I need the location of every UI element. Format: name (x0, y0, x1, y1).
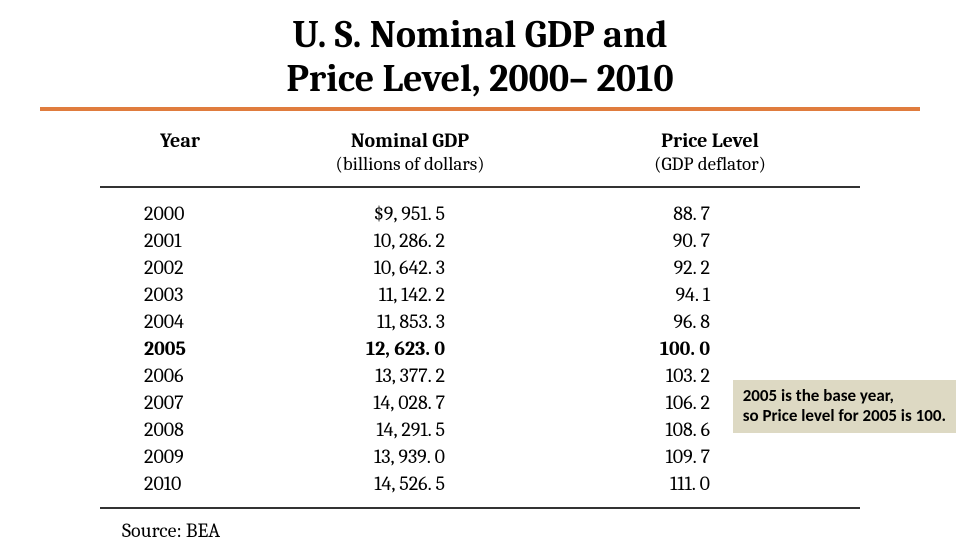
table-row: 2000$9, 951. 588. 7 (100, 200, 860, 227)
header-price: Price Level (GDP deflator) (560, 129, 860, 176)
cell-gdp: 10, 286. 2 (260, 227, 560, 254)
cell-gdp: 14, 291. 5 (260, 416, 560, 443)
cell-price: 88. 7 (560, 200, 860, 227)
table-row: 200411, 853. 396. 8 (100, 308, 860, 335)
table-row: 200913, 939. 0109. 7 (100, 443, 860, 470)
cell-price: 111. 0 (560, 470, 860, 497)
callout-line-2: so Price level for 2005 is 100. (743, 405, 946, 426)
cell-year: 2001 (100, 227, 260, 254)
header-gdp: Nominal GDP (billions of dollars) (260, 129, 560, 176)
cell-year: 2002 (100, 254, 260, 281)
cell-gdp: 12, 623. 0 (260, 335, 560, 362)
callout-line-1: 2005 is the base year, (743, 385, 894, 406)
cell-gdp: 11, 142. 2 (260, 281, 560, 308)
table-row: 200110, 286. 290. 7 (100, 227, 860, 254)
table-row: 200210, 642. 392. 2 (100, 254, 860, 281)
source-note: Source: BEA (100, 519, 860, 542)
table-row: 200311, 142. 294. 1 (100, 281, 860, 308)
cell-price: 94. 1 (560, 281, 860, 308)
table-header: Year Nominal GDP (billions of dollars) P… (100, 129, 860, 188)
cell-year: 2005 (100, 335, 260, 362)
cell-price: 92. 2 (560, 254, 860, 281)
slide-title: U. S. Nominal GDP and Price Level, 2000–… (286, 14, 673, 101)
cell-year: 2000 (100, 200, 260, 227)
cell-year: 2003 (100, 281, 260, 308)
cell-gdp: 14, 028. 7 (260, 389, 560, 416)
cell-gdp: 14, 526. 5 (260, 470, 560, 497)
cell-year: 2008 (100, 416, 260, 443)
cell-gdp: $9, 951. 5 (260, 200, 560, 227)
cell-year: 2006 (100, 362, 260, 389)
cell-year: 2007 (100, 389, 260, 416)
header-year-label: Year (160, 129, 200, 152)
cell-price: 90. 7 (560, 227, 860, 254)
cell-year: 2010 (100, 470, 260, 497)
cell-year: 2009 (100, 443, 260, 470)
cell-gdp: 11, 853. 3 (260, 308, 560, 335)
header-year: Year (100, 129, 260, 176)
cell-year: 2004 (100, 308, 260, 335)
slide: U. S. Nominal GDP and Price Level, 2000–… (0, 0, 960, 540)
table-body: 2000$9, 951. 588. 7200110, 286. 290. 720… (100, 188, 860, 509)
cell-price: 109. 7 (560, 443, 860, 470)
title-rule (40, 107, 920, 111)
header-price-sub: (GDP deflator) (654, 153, 766, 176)
callout-box: 2005 is the base year, so Price level fo… (733, 380, 956, 433)
table-row: 201014, 526. 5111. 0 (100, 470, 860, 497)
cell-gdp: 13, 939. 0 (260, 443, 560, 470)
title-line-1: U. S. Nominal GDP and (292, 13, 667, 57)
cell-gdp: 13, 377. 2 (260, 362, 560, 389)
cell-price: 100. 0 (560, 335, 860, 362)
cell-price: 96. 8 (560, 308, 860, 335)
header-gdp-sub: (billions of dollars) (335, 153, 484, 176)
header-gdp-top: Nominal GDP (351, 129, 469, 153)
table-row: 200512, 623. 0100. 0 (100, 335, 860, 362)
header-price-top: Price Level (661, 129, 759, 153)
data-table: Year Nominal GDP (billions of dollars) P… (100, 129, 860, 542)
cell-gdp: 10, 642. 3 (260, 254, 560, 281)
title-line-2: Price Level, 2000– 2010 (286, 57, 673, 101)
title-wrap: U. S. Nominal GDP and Price Level, 2000–… (40, 14, 920, 101)
